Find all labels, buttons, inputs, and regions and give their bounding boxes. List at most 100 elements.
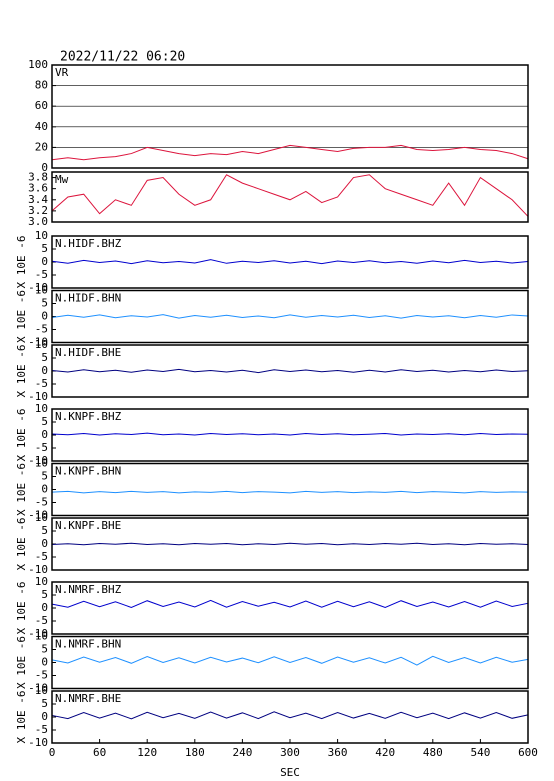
y-tick-label: 5: [41, 588, 48, 601]
series-line: [51, 259, 529, 265]
series-label: N.KNPF.BHN: [55, 465, 121, 478]
series-line: [51, 711, 529, 720]
y-tick-label: 10: [35, 284, 48, 297]
y-tick-label: -10: [28, 281, 48, 294]
y-tick-label: 5: [41, 697, 48, 710]
series-line: [51, 542, 529, 546]
y-tick-label: 0: [41, 428, 48, 441]
x-tick-label: 120: [137, 746, 157, 759]
series-line: [51, 368, 529, 374]
series-line: [51, 432, 529, 436]
y-tick-label: 0: [41, 255, 48, 268]
y-axis-label: X 10E -6: [15, 636, 28, 689]
y-tick-label: 3.4: [28, 193, 48, 206]
y-axis-label: X 10E -6: [15, 409, 28, 462]
y-axis-label: X 10E -6: [15, 236, 28, 289]
y-tick-label: -5: [35, 441, 48, 454]
y-axis-label: X 10E -6: [15, 691, 28, 744]
x-tick-label: 600: [518, 746, 538, 759]
series-label: VR: [55, 66, 69, 79]
x-tick-label: 360: [328, 746, 348, 759]
y-tick-label: -5: [35, 323, 48, 336]
y-tick-label: 60: [35, 99, 48, 112]
y-tick-label: 5: [41, 643, 48, 656]
y-tick-label: 10: [35, 575, 48, 588]
y-tick-label: -10: [28, 390, 48, 403]
panel-frame: [51, 462, 529, 517]
panel-frame: [51, 635, 529, 690]
y-tick-label: -10: [28, 736, 48, 749]
series-line: [51, 655, 529, 666]
y-axis-label: X 10E -6: [15, 290, 28, 343]
x-tick-label: 480: [423, 746, 443, 759]
y-tick-label: -5: [35, 614, 48, 627]
series-line: [51, 599, 529, 609]
chart-title: 2022/11/22 06:20: [60, 50, 185, 65]
y-tick-label: -10: [28, 627, 48, 640]
series-label: N.KNPF.BHZ: [55, 410, 122, 423]
x-tick-label: 240: [232, 746, 252, 759]
series-label: N.NMRF.BHE: [55, 692, 121, 705]
y-axis-label: X 10E -6: [15, 518, 28, 571]
x-axis-label: SEC: [280, 766, 300, 779]
y-tick-label: 0: [41, 310, 48, 323]
panel-frame: [51, 581, 529, 635]
x-tick-label: 420: [375, 746, 395, 759]
y-tick-label: -5: [35, 669, 48, 682]
y-tick-label: -10: [28, 563, 48, 576]
y-axis-label: X 10E -6: [15, 463, 28, 516]
y-tick-label: 10: [35, 684, 48, 697]
y-tick-label: 0: [41, 161, 48, 174]
series-label: N.HIDF.BHN: [55, 292, 121, 305]
y-tick-label: -10: [28, 454, 48, 467]
y-tick-label: -10: [28, 336, 48, 349]
y-tick-label: 5: [41, 524, 48, 537]
x-tick-label: 60: [93, 746, 106, 759]
y-axis-label: X 10E -6: [15, 345, 28, 398]
y-tick-label: 10: [35, 511, 48, 524]
y-tick-label: 5: [41, 297, 48, 310]
x-tick-label: 300: [280, 746, 300, 759]
y-tick-label: 10: [35, 338, 48, 351]
panel-frame: [51, 690, 529, 744]
series-line: [51, 314, 529, 319]
series-label: N.NMRF.BHZ: [55, 583, 122, 596]
y-tick-label: 5: [41, 470, 48, 483]
y-axis-label: X 10E -6: [15, 582, 28, 635]
x-tick-label: 0: [49, 746, 56, 759]
y-tick-label: -5: [35, 377, 48, 390]
panel-frame: [51, 289, 529, 344]
series-label: N.HIDF.BHZ: [55, 237, 122, 250]
y-tick-label: -10: [28, 682, 48, 695]
y-tick-label: 3.0: [28, 215, 48, 228]
y-tick-label: -5: [35, 496, 48, 509]
series-label: N.NMRF.BHN: [55, 638, 121, 651]
y-tick-label: 3.8: [28, 171, 48, 184]
y-tick-label: 5: [41, 415, 48, 428]
y-tick-label: 0: [41, 710, 48, 723]
x-tick-label: 540: [470, 746, 490, 759]
y-tick-label: -10: [28, 509, 48, 522]
y-tick-label: 0: [41, 656, 48, 669]
series-line: [51, 490, 529, 494]
y-tick-label: -5: [35, 723, 48, 736]
y-tick-label: 40: [35, 120, 48, 133]
series-line: [51, 144, 529, 161]
panel-frame: [51, 171, 529, 223]
y-tick-label: 0: [41, 483, 48, 496]
y-tick-label: 5: [41, 242, 48, 255]
y-tick-label: 3.2: [28, 204, 48, 217]
panel-frame: [51, 344, 529, 398]
y-tick-label: 0: [41, 364, 48, 377]
y-tick-label: 80: [35, 79, 48, 92]
series-label: N.HIDF.BHE: [55, 346, 121, 359]
y-tick-label: 10: [35, 457, 48, 470]
series-label: Mw: [55, 173, 69, 186]
y-tick-label: -5: [35, 550, 48, 563]
panel-frame: [51, 408, 529, 462]
panel-frame: [51, 64, 529, 169]
y-tick-label: 5: [41, 351, 48, 364]
y-tick-label: 3.6: [28, 182, 48, 195]
